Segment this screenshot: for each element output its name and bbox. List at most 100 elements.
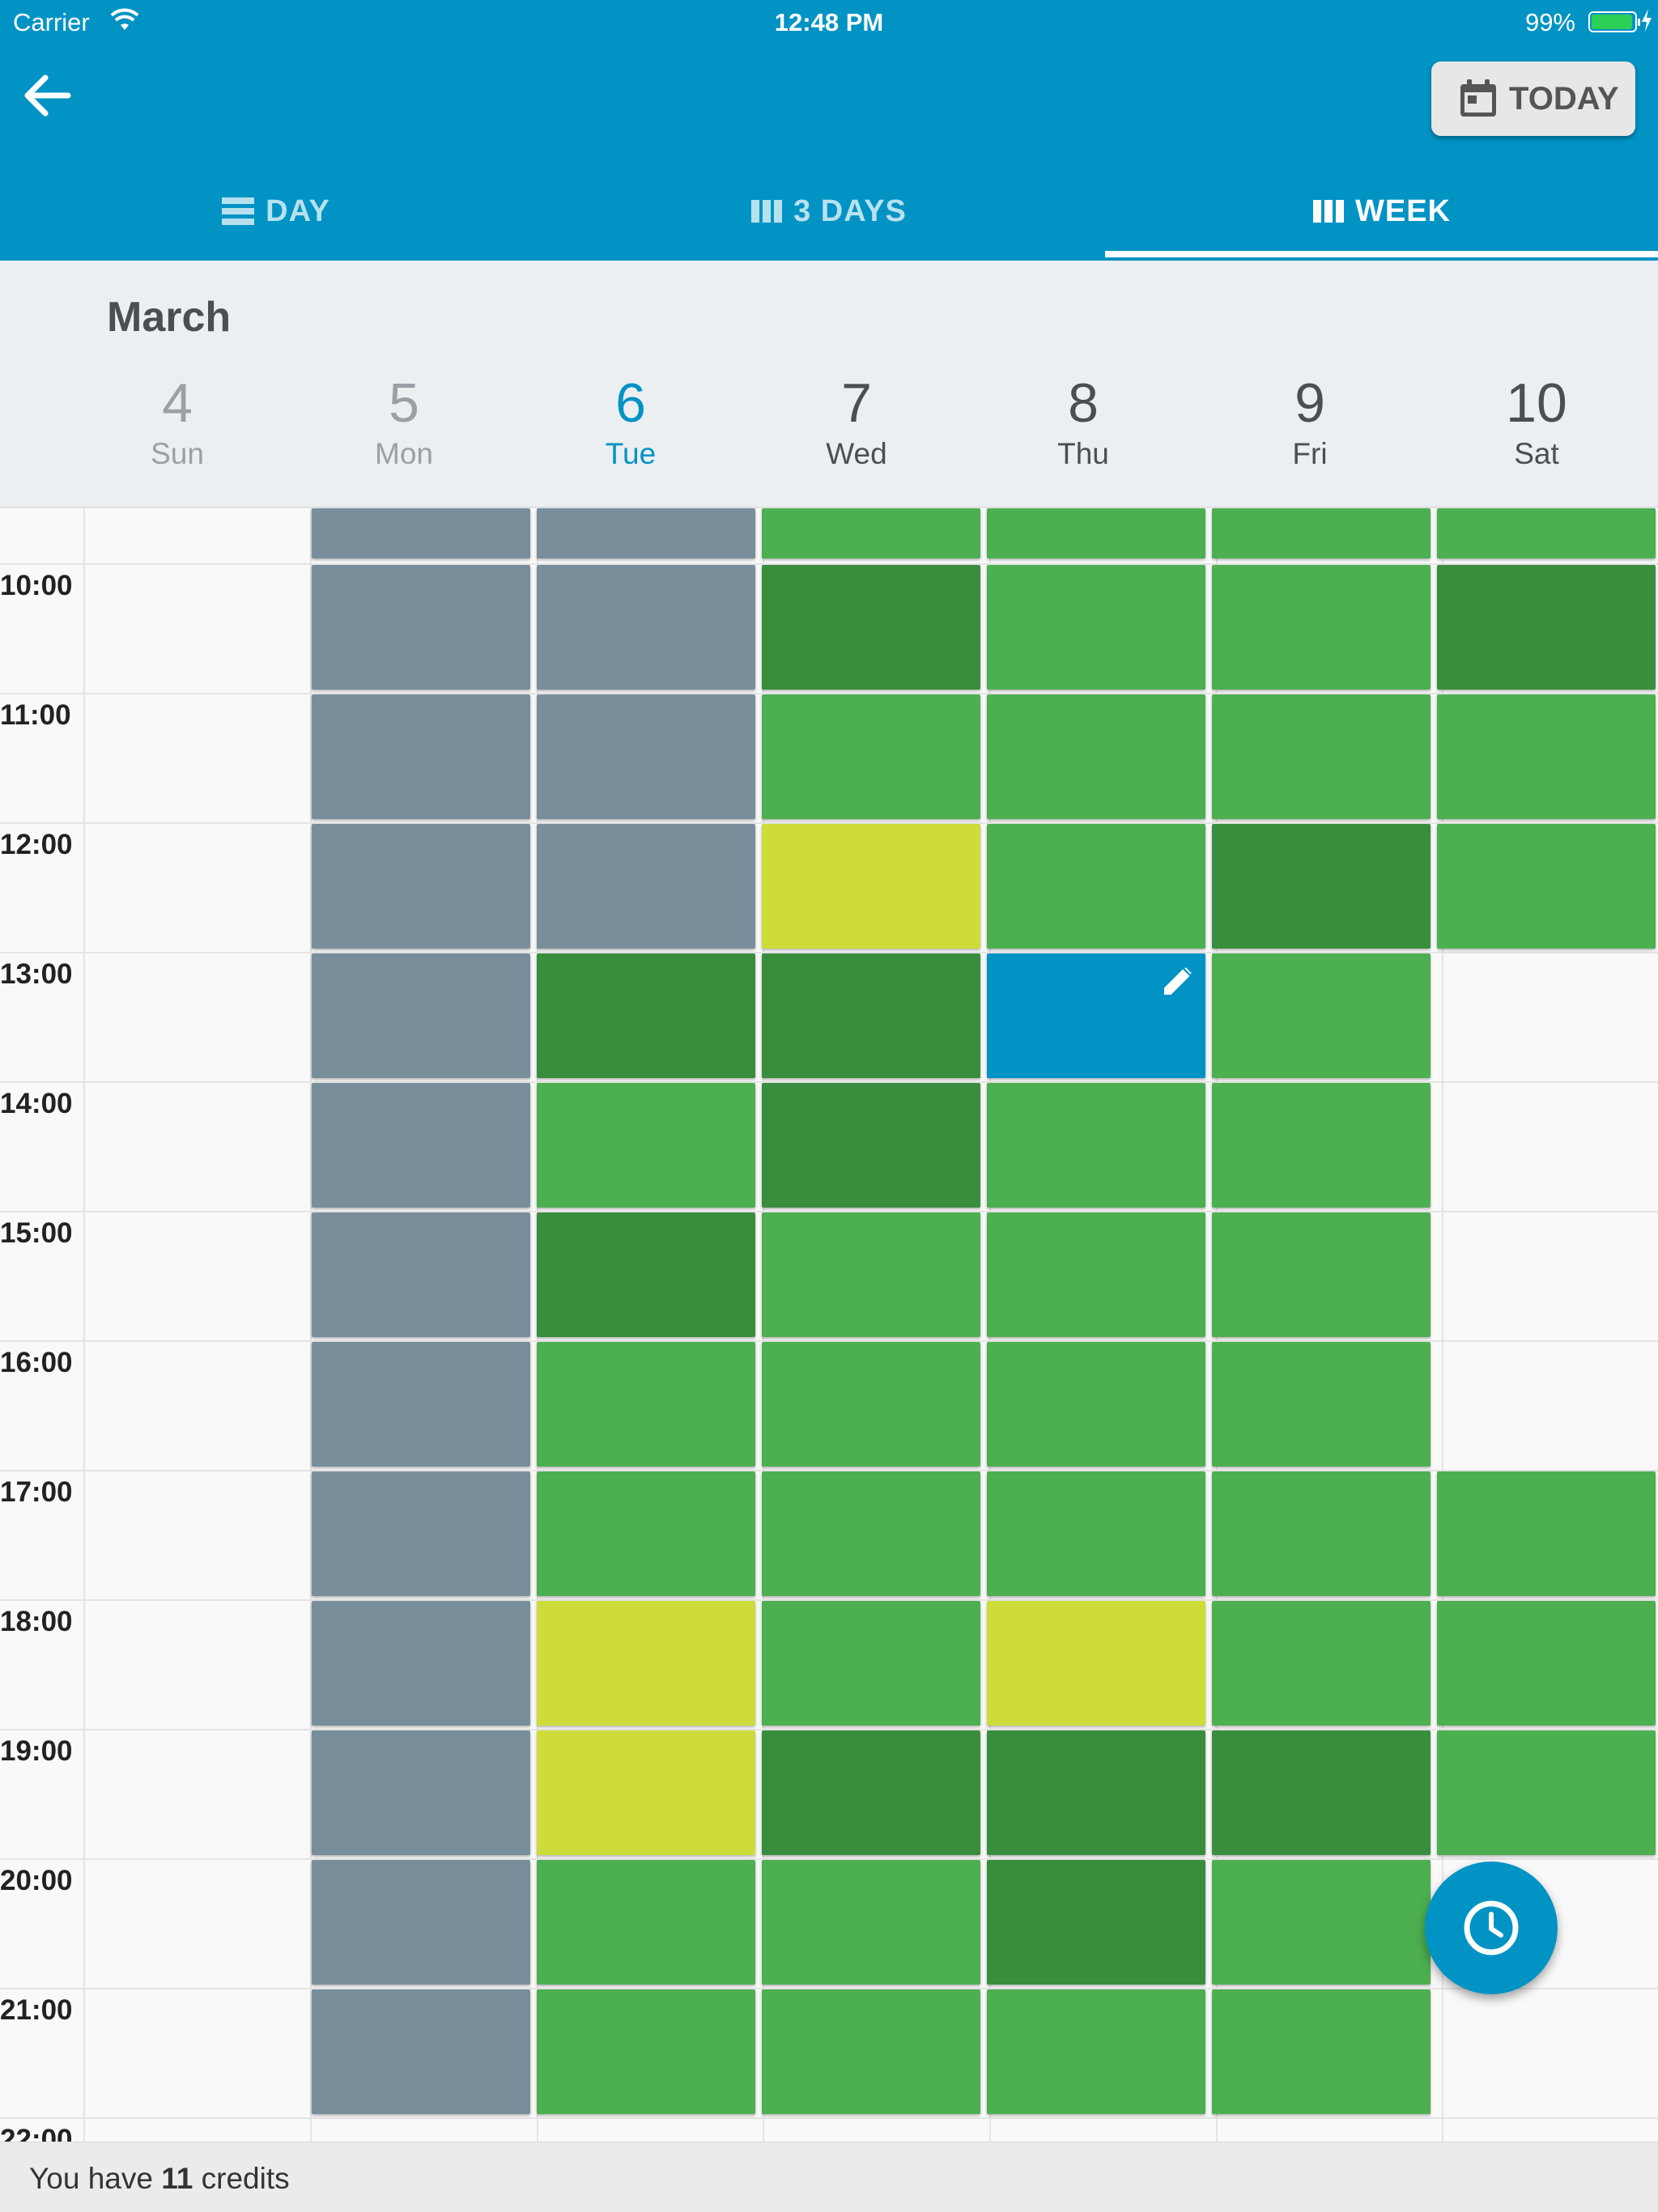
slot-free-tue[interactable] — [537, 1083, 755, 1208]
slot-closed-tue — [537, 508, 755, 558]
credits-footer: You have 11 credits — [0, 2142, 1658, 2212]
day-header-mon[interactable]: 5 Mon — [323, 374, 485, 471]
credits-prefix: You have — [29, 2162, 153, 2195]
day-header-sat[interactable]: 10 Sat — [1456, 374, 1618, 471]
slot-free-thu[interactable] — [987, 508, 1205, 558]
slot-busy-thu[interactable] — [987, 1860, 1205, 1985]
slot-free-fri[interactable] — [1212, 1989, 1431, 2114]
day-header-wed[interactable]: 7 Wed — [776, 374, 937, 471]
tab-3-days-label: 3 DAYS — [793, 193, 907, 228]
status-bar: Carrier 12:48 PM 99% — [0, 0, 1658, 45]
slot-free-wed[interactable] — [762, 1989, 980, 2114]
slot-free-thu[interactable] — [987, 694, 1205, 819]
slot-free-fri[interactable] — [1212, 1860, 1431, 1985]
slot-busy-tue[interactable] — [537, 1212, 755, 1337]
slot-free-thu[interactable] — [987, 1212, 1205, 1337]
slot-closed-mon — [312, 1212, 530, 1337]
slot-free-thu[interactable] — [987, 824, 1205, 949]
slot-free-fri[interactable] — [1212, 953, 1431, 1078]
slot-free-tue[interactable] — [537, 1471, 755, 1596]
slot-free-thu[interactable] — [987, 565, 1205, 690]
slot-busy-fri[interactable] — [1212, 824, 1431, 949]
carrier-label: Carrier — [13, 8, 90, 36]
slot-busy-wed[interactable] — [762, 953, 980, 1078]
week-date-header: March 4 Sun 5 Mon 6 Tue 7 Wed 8 Thu 9 Fr… — [0, 261, 1658, 507]
slot-limited-tue[interactable] — [537, 1601, 755, 1726]
slot-free-thu[interactable] — [987, 1083, 1205, 1208]
hour-label: 17:00 — [0, 1476, 73, 1508]
slot-mine-thu[interactable] — [987, 953, 1205, 1078]
back-arrow-icon[interactable] — [18, 66, 76, 125]
slot-busy-sat[interactable] — [1437, 565, 1656, 690]
slot-free-wed[interactable] — [762, 1471, 980, 1596]
status-time: 12:48 PM — [774, 8, 884, 36]
slot-free-tue[interactable] — [537, 1860, 755, 1985]
slot-free-fri[interactable] — [1212, 1083, 1431, 1208]
slot-busy-wed[interactable] — [762, 565, 980, 690]
hour-gridline — [0, 1599, 1658, 1601]
hour-label: 10:00 — [0, 570, 73, 601]
tab-3-days[interactable]: 3 DAYS — [553, 162, 1105, 261]
tab-day-label: DAY — [266, 193, 330, 228]
slot-free-fri[interactable] — [1212, 565, 1431, 690]
slot-busy-wed[interactable] — [762, 1083, 980, 1208]
slot-limited-tue[interactable] — [537, 1730, 755, 1855]
slot-free-wed[interactable] — [762, 508, 980, 558]
slot-free-sat[interactable] — [1437, 1601, 1656, 1726]
hour-label: 16:00 — [0, 1347, 73, 1378]
day-number: 7 — [841, 372, 872, 434]
slot-free-sat[interactable] — [1437, 824, 1656, 949]
slot-free-fri[interactable] — [1212, 694, 1431, 819]
slot-closed-mon — [312, 1471, 530, 1596]
slot-busy-tue[interactable] — [537, 953, 755, 1078]
clock-icon — [1464, 1900, 1519, 1955]
tab-week[interactable]: WEEK — [1106, 162, 1658, 261]
slot-busy-wed[interactable] — [762, 1730, 980, 1855]
hour-label: 22:00 — [0, 2124, 73, 2142]
slot-free-thu[interactable] — [987, 1989, 1205, 2114]
time-picker-button[interactable] — [1425, 1862, 1558, 1994]
slot-closed-mon — [312, 953, 530, 1078]
slot-free-thu[interactable] — [987, 1471, 1205, 1596]
slot-free-sat[interactable] — [1437, 1471, 1656, 1596]
calendar-icon — [1460, 79, 1496, 117]
hour-gridline — [0, 1858, 1658, 1860]
day-header-thu[interactable]: 8 Thu — [1002, 374, 1164, 471]
slot-free-thu[interactable] — [987, 1342, 1205, 1467]
slot-limited-thu[interactable] — [987, 1601, 1205, 1726]
slot-free-tue[interactable] — [537, 1342, 755, 1467]
slot-free-wed[interactable] — [762, 1342, 980, 1467]
slot-free-sat[interactable] — [1437, 1730, 1656, 1855]
slot-busy-fri[interactable] — [1212, 1730, 1431, 1855]
slot-busy-thu[interactable] — [987, 1730, 1205, 1855]
day-number: 5 — [389, 372, 419, 434]
slot-free-fri[interactable] — [1212, 1471, 1431, 1596]
slot-free-fri[interactable] — [1212, 1601, 1431, 1726]
slot-free-wed[interactable] — [762, 1212, 980, 1337]
day-number: 10 — [1506, 372, 1567, 434]
slot-free-fri[interactable] — [1212, 1342, 1431, 1467]
edit-pencil-icon[interactable] — [1160, 965, 1194, 999]
credits-suffix: credits — [201, 2162, 290, 2195]
slot-free-wed[interactable] — [762, 694, 980, 819]
slot-free-sat[interactable] — [1437, 694, 1656, 819]
slot-free-wed[interactable] — [762, 1860, 980, 1985]
slot-free-wed[interactable] — [762, 1601, 980, 1726]
day-header-fri[interactable]: 9 Fri — [1229, 374, 1391, 471]
slot-free-fri[interactable] — [1212, 1212, 1431, 1337]
slot-limited-wed[interactable] — [762, 824, 980, 949]
slot-free-fri[interactable] — [1212, 508, 1431, 558]
slot-closed-mon — [312, 1989, 530, 2114]
today-button[interactable]: TODAY — [1431, 62, 1635, 136]
slot-free-tue[interactable] — [537, 1989, 755, 2114]
tab-day[interactable]: DAY — [0, 162, 552, 261]
slot-free-sat[interactable] — [1437, 508, 1656, 558]
hour-label: 20:00 — [0, 1865, 73, 1896]
day-number: 9 — [1295, 372, 1325, 434]
day-header-sun[interactable]: 4 Sun — [96, 374, 258, 471]
tab-week-label: WEEK — [1355, 193, 1451, 228]
hour-gridline — [0, 563, 1658, 565]
day-header-tue[interactable]: 6 Tue — [550, 374, 712, 471]
slot-closed-mon — [312, 1601, 530, 1726]
day-name: Fri — [1292, 437, 1328, 470]
